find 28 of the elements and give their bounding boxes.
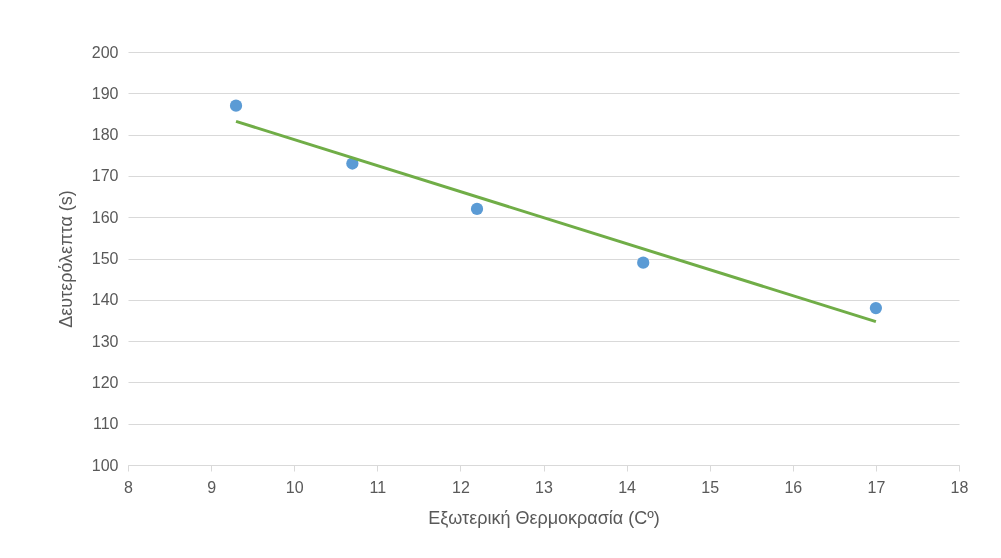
y-tick-label: 190 bbox=[91, 84, 119, 102]
x-tick-label: 17 bbox=[867, 478, 886, 496]
y-tick-label: 130 bbox=[91, 332, 119, 350]
y-axis-title: Δευτερόλεπτα (s) bbox=[55, 190, 76, 328]
x-tick-label: 13 bbox=[535, 478, 553, 496]
x-tick-label: 9 bbox=[207, 478, 217, 496]
y-tick-label: 120 bbox=[91, 373, 119, 391]
y-tick-label: 180 bbox=[91, 126, 119, 144]
x-tick-label: 18 bbox=[950, 478, 969, 496]
point bbox=[470, 202, 484, 216]
y-tick-label: 200 bbox=[91, 43, 119, 61]
x-tick-label: 16 bbox=[784, 478, 803, 496]
x-tick-label: 15 bbox=[701, 478, 720, 496]
y-tick-label: 170 bbox=[91, 167, 119, 185]
x-tick-label: 12 bbox=[452, 478, 470, 496]
x-tick-label: 10 bbox=[285, 478, 304, 496]
point bbox=[869, 301, 883, 315]
x-axis-title: Εξωτερική Θερμοκρασία (Cº) bbox=[428, 507, 660, 528]
x-tick-label: 8 bbox=[124, 478, 134, 496]
x-tick-label: 14 bbox=[618, 478, 637, 496]
point bbox=[229, 99, 243, 112]
y-tick-label: 160 bbox=[91, 208, 119, 226]
y-tick-label: 110 bbox=[92, 415, 119, 433]
point bbox=[637, 256, 650, 269]
y-tick-label: 100 bbox=[91, 456, 119, 474]
y-tick-label: 150 bbox=[91, 250, 119, 267]
x-tick-label: 11 bbox=[369, 478, 387, 496]
y-tick-label: 140 bbox=[91, 291, 119, 309]
